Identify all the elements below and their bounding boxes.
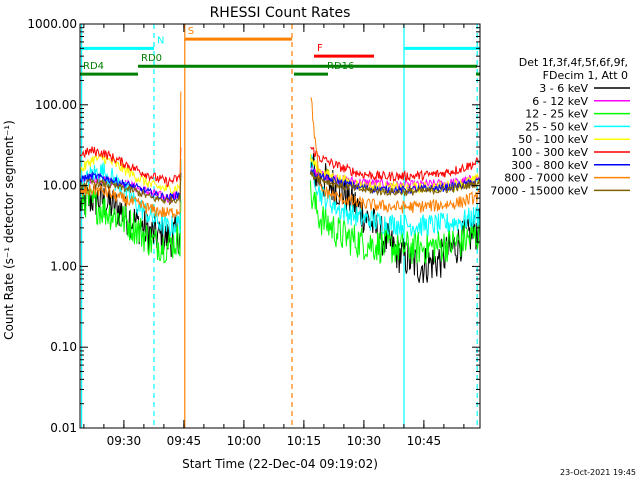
series-line: [79, 173, 182, 206]
series-line: [309, 180, 480, 265]
plot-frame: [79, 23, 481, 429]
series-line: [79, 153, 182, 196]
y-tick-label: 100.00: [35, 98, 77, 112]
flag-label: RD0: [141, 53, 162, 64]
legend: Det 1f,3f,4f,5f,6f,9f,FDecim 1, Att 03 -…: [490, 56, 630, 197]
axes: 1000.00 100.00 10.00 1.00 0.10 0.01 09:30 09:45…: [27, 17, 481, 448]
legend-header: Det 1f,3f,4f,5f,6f,9f,: [519, 56, 628, 69]
legend-entry-label: 25 - 50 keV: [525, 120, 588, 133]
series-line: [79, 146, 182, 188]
legend-entry-label: 50 - 100 keV: [518, 133, 588, 146]
flag-label: RD4: [83, 61, 104, 72]
y-tick-label: 1000.00: [27, 17, 77, 31]
series-line: [309, 154, 480, 237]
series-line: [79, 182, 182, 264]
flag-label: N: [157, 35, 164, 46]
flag-bars: N S F RD0 RD4 RD16: [80, 26, 480, 76]
legend-entry-label: 7000 - 15000 keV: [490, 184, 588, 197]
series-line: [79, 91, 182, 219]
flag-label: S: [188, 26, 194, 37]
y-tick-label: 0.01: [50, 421, 77, 435]
x-tick-label: 10:30: [347, 434, 382, 448]
x-tick-label: 10:00: [227, 434, 262, 448]
x-tick-label: 10:15: [287, 434, 322, 448]
series-line: [310, 97, 480, 214]
y-tick-label: 1.00: [50, 259, 77, 273]
x-tick-label: 09:45: [167, 434, 202, 448]
legend-entry-label: 12 - 25 keV: [525, 108, 588, 121]
x-axis-label: Start Time (22-Dec-04 09:19:02): [182, 457, 378, 471]
series-line: [309, 170, 480, 197]
legend-entry-label: 800 - 7000 keV: [504, 172, 588, 185]
footer-timestamp: 23-Oct-2021 19:45: [560, 468, 636, 477]
series-lines: [79, 91, 480, 284]
legend-entry-label: 3 - 6 keV: [539, 82, 588, 95]
y-tick-label: 10.00: [43, 179, 77, 193]
y-tick-label: 0.10: [50, 340, 77, 354]
legend-entry-label: 6 - 12 keV: [532, 95, 588, 108]
x-tick-label: 10:45: [407, 434, 442, 448]
series-line: [310, 146, 480, 183]
legend-entry-label: 300 - 800 keV: [511, 159, 588, 172]
legend-header: FDecim 1, Att 0: [543, 69, 628, 82]
flag-label: RD16: [327, 61, 354, 72]
series-line: [309, 169, 480, 195]
y-axis-label: Count Rate (s⁻¹ detector segment⁻¹): [2, 120, 16, 340]
flag-label: F: [317, 43, 323, 54]
legend-entry-label: 100 - 300 keV: [511, 146, 588, 159]
chart-title: RHESSI Count Rates: [210, 5, 351, 21]
x-tick-label: 09:30: [107, 434, 142, 448]
